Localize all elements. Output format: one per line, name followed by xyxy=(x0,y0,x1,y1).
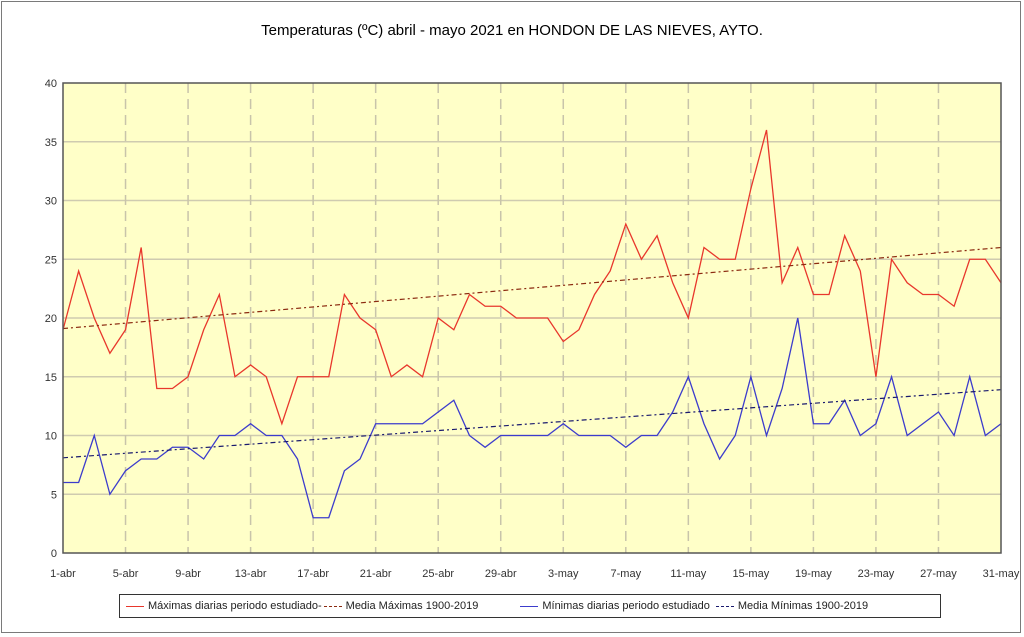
x-tick-label: 25-abr xyxy=(422,568,454,580)
x-tick-label: 5-abr xyxy=(113,568,139,580)
y-tick-label: 15 xyxy=(45,372,57,384)
y-axis-ticks: 0 5 10 15 20 25 30 35 40 xyxy=(45,78,57,560)
plot-border xyxy=(62,82,1002,554)
legend-swatch-max xyxy=(126,605,144,607)
series-lines xyxy=(62,129,1002,519)
series-max-line xyxy=(62,129,1002,426)
legend-label-max-mean: Media Máximas 1900-2019 xyxy=(345,600,479,612)
x-tick-label: 27-may xyxy=(920,568,957,580)
x-axis-ticks: 1-abr 5-abr 9-abr 13-abr 17-abr 21-abr 25-abr 2… xyxy=(50,568,1020,580)
x-tick-label: 19-may xyxy=(795,568,832,580)
legend-item-min: Mínimas diarias periodo estudiado xyxy=(520,600,710,612)
y-tick-label: 30 xyxy=(45,196,57,208)
legend-swatch-min xyxy=(520,605,539,607)
legend-item-max: Máximas diarias periodo estudiado- xyxy=(126,600,322,612)
legend-label-min-mean: Media Mínimas 1900-2019 xyxy=(737,600,869,612)
x-tick-label: 31-may xyxy=(983,568,1020,580)
y-tick-label: 0 xyxy=(51,548,57,560)
y-tick-label: 20 xyxy=(45,313,57,325)
legend-label-min: Mínimas diarias periodo estudiado xyxy=(542,600,710,612)
legend-item-min-mean: Media Mínimas 1900-2019 xyxy=(715,600,869,612)
y-tick-label: 35 xyxy=(45,137,57,149)
legend-swatch-min-mean xyxy=(715,605,734,607)
x-tick-label: 17-abr xyxy=(297,568,329,580)
x-tick-label: 1-abr xyxy=(50,568,76,580)
series-max-mean-line xyxy=(62,246,1002,330)
x-tick-label: 3-may xyxy=(548,568,579,580)
legend: Máximas diarias periodo estudiado- Media… xyxy=(119,594,941,618)
legend-item-max-mean: Media Máximas 1900-2019 xyxy=(323,600,479,612)
legend-swatch-max-mean xyxy=(323,605,342,607)
chart-title: Temperaturas (ºC) abril - mayo 2021 en H… xyxy=(261,22,763,39)
series-min-mean-line xyxy=(62,389,1002,459)
x-tick-label: 23-may xyxy=(858,568,895,580)
x-tick-label: 13-abr xyxy=(235,568,267,580)
x-tick-label: 7-may xyxy=(611,568,642,580)
legend-label-max: Máximas diarias periodo estudiado- xyxy=(148,600,322,612)
y-tick-label: 25 xyxy=(45,254,57,266)
y-tick-label: 5 xyxy=(51,489,57,501)
x-tick-label: 21-abr xyxy=(360,568,392,580)
x-tick-label: 15-may xyxy=(733,568,770,580)
x-tick-label: 9-abr xyxy=(175,568,201,580)
y-tick-label: 10 xyxy=(45,431,57,443)
series-min-line xyxy=(63,317,1002,519)
x-tick-label: 11-may xyxy=(670,568,706,580)
y-tick-label: 40 xyxy=(45,78,57,90)
x-tick-label: 29-abr xyxy=(485,568,517,580)
